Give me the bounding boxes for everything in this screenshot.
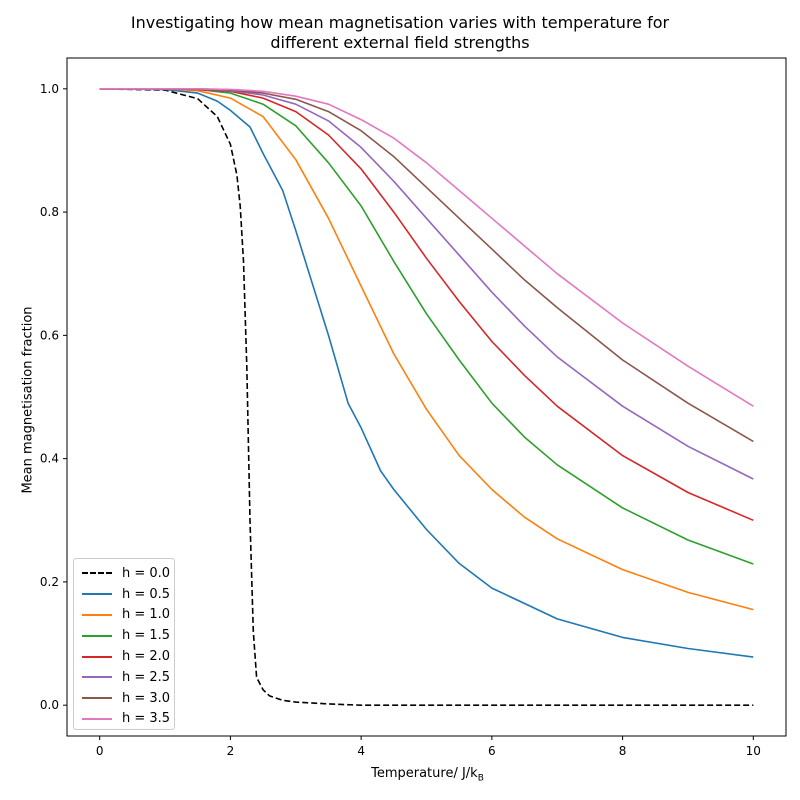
y-tick-label: 1.0 [40, 82, 59, 96]
y-tick-label: 0.2 [40, 575, 59, 589]
legend-label: h = 0.0 [122, 565, 171, 581]
chart-legend: h = 0.0 h = 0.5 h = 1.0 h = 1.5 h = 2.0 h = 2… [73, 558, 175, 730]
legend-item: h = 3.5 [74, 709, 174, 730]
chart-title-line-2: different external field strengths [270, 33, 530, 52]
y-tick-label: 0.0 [40, 698, 59, 712]
series-line-6 [99, 88, 754, 443]
x-tick-label: 10 [746, 744, 761, 758]
legend-swatch [82, 634, 112, 637]
x-tick-label: 4 [357, 744, 365, 758]
legend-item: h = 1.5 [74, 625, 174, 646]
legend-item: h = 1.0 [74, 605, 174, 626]
x-tick-label: 6 [488, 744, 496, 758]
legend-swatch [82, 676, 112, 679]
legend-label: h = 3.0 [122, 690, 171, 706]
x-axis-label-subscript: B [477, 773, 484, 784]
legend-swatch [82, 572, 112, 575]
series-line-3 [99, 88, 754, 565]
y-tick-label: 0.8 [40, 205, 59, 219]
legend-item: h = 3.0 [74, 688, 174, 709]
y-tick-label: 0.4 [40, 452, 59, 466]
series-line-2 [99, 88, 754, 611]
legend-label: h = 3.5 [122, 711, 171, 727]
legend-item: h = 2.5 [74, 667, 174, 688]
legend-item: h = 0.5 [74, 584, 174, 605]
x-tick-label: 8 [619, 744, 627, 758]
legend-label: h = 2.0 [122, 649, 171, 665]
legend-swatch [82, 613, 112, 616]
legend-item: h = 2.0 [74, 646, 174, 667]
legend-swatch [82, 593, 112, 596]
y-tick-label: 0.6 [40, 328, 59, 342]
series-line-7 [99, 88, 754, 407]
x-tick-label: 2 [227, 744, 235, 758]
series-line-0 [99, 88, 754, 706]
y-axis-label: Mean magnetisation fraction [20, 306, 36, 494]
series-line-5 [99, 88, 754, 480]
series-line-1 [99, 88, 754, 658]
legend-swatch [82, 717, 112, 720]
legend-swatch [82, 697, 112, 700]
x-axis-label-text: Temperature/ J/k [371, 766, 478, 781]
plot-area-frame [66, 57, 787, 737]
legend-item: h = 0.0 [74, 563, 174, 584]
chart-title-line-1: Investigating how mean magnetisation var… [130, 13, 670, 32]
legend-label: h = 2.5 [122, 669, 171, 685]
x-axis-label: Temperature/ J/kB [0, 766, 800, 784]
legend-swatch [82, 655, 112, 658]
legend-label: h = 0.5 [122, 586, 171, 602]
series-line-4 [99, 88, 754, 522]
legend-label: h = 1.0 [122, 607, 171, 623]
x-tick-label: 0 [96, 744, 104, 758]
legend-label: h = 1.5 [122, 628, 171, 644]
